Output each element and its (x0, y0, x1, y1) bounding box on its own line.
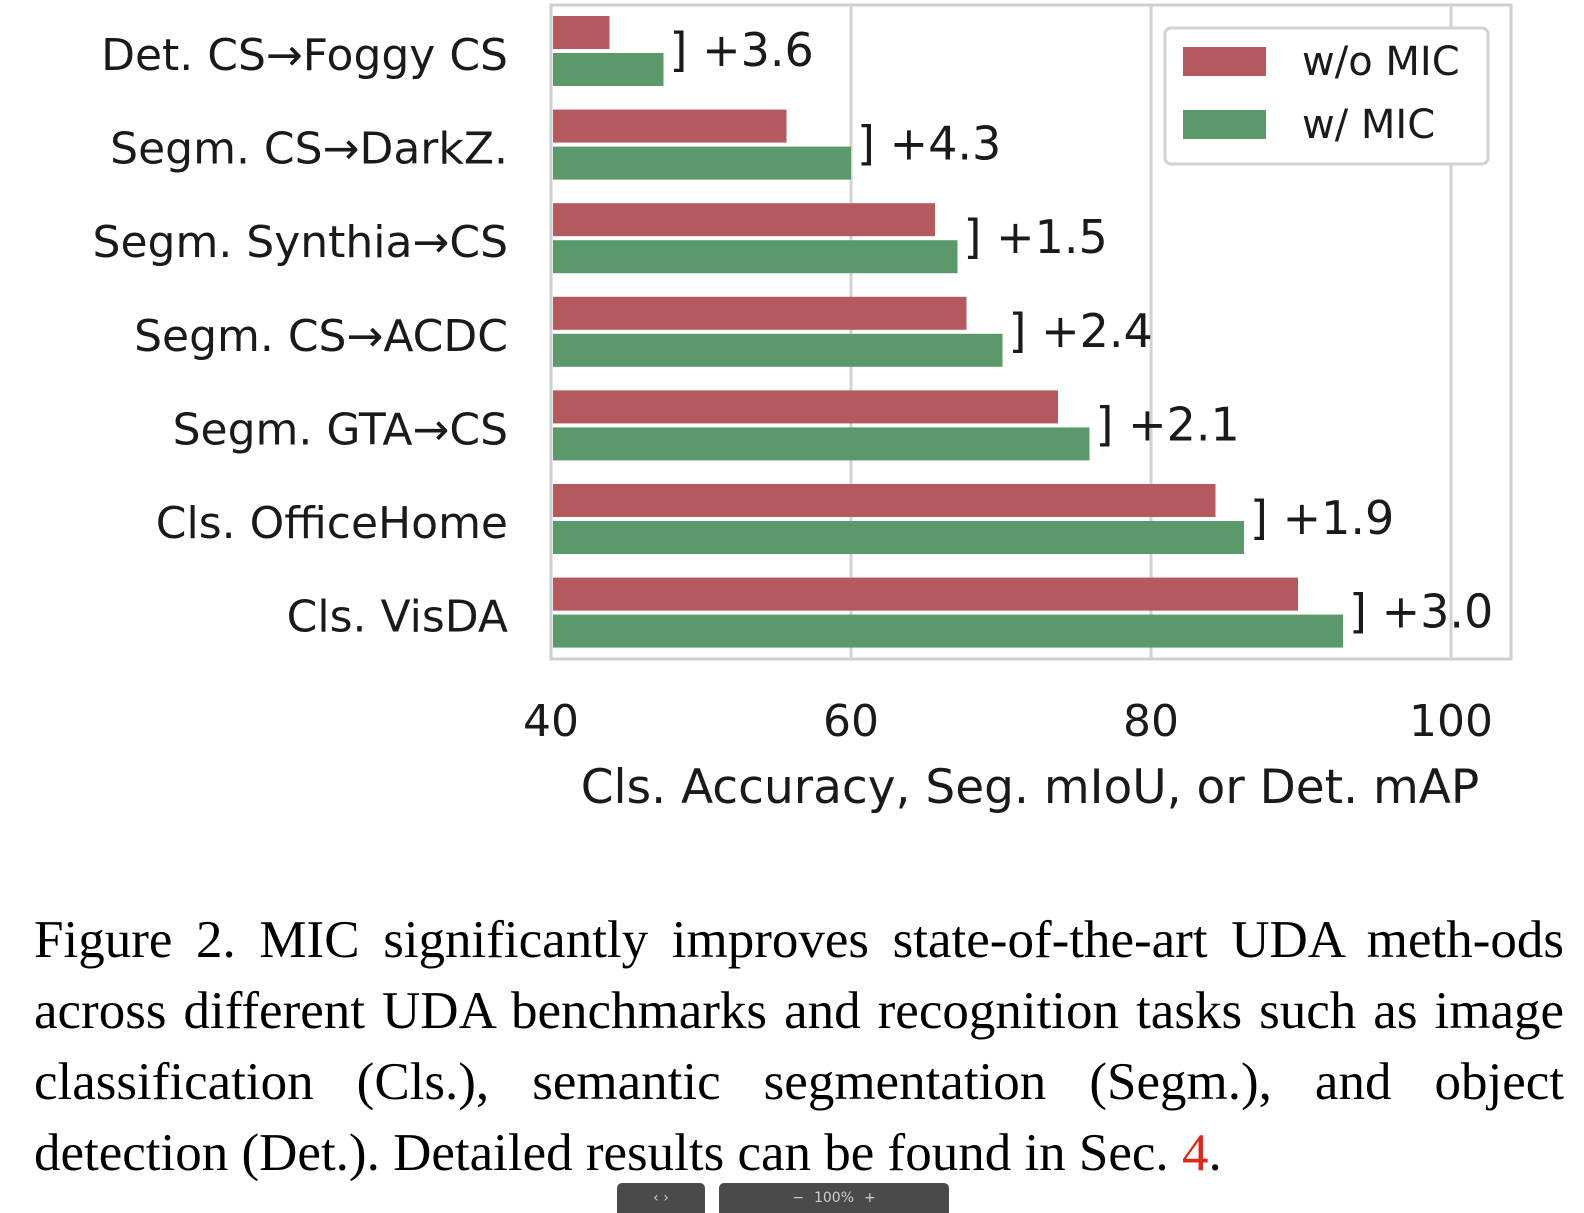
delta-label: ] +3.0 (1349, 585, 1493, 639)
category-label: Segm. GTA→CS (173, 404, 508, 455)
bar-without-mic (553, 109, 787, 143)
category-label: Det. CS→Foggy CS (101, 30, 508, 81)
legend-swatch (1183, 47, 1266, 76)
bar-with-mic (553, 333, 1003, 367)
x-tick-label: 40 (523, 696, 579, 747)
category-labels: Det. CS→Foggy CS Segm. CS→DarkZ. Segm. Syn… (93, 30, 508, 643)
category-label: Segm. CS→DarkZ. (110, 124, 508, 175)
bar-without-mic (553, 16, 610, 49)
bar-without-mic (553, 390, 1058, 424)
bar-without-mic (553, 484, 1216, 517)
viewer-zoom-toolbar[interactable]: − 100% + (719, 1183, 949, 1213)
bar-without-mic (553, 577, 1298, 611)
legend: w/o MIC w/ MIC (1163, 26, 1490, 166)
section-reference-link[interactable]: 4 (1181, 1124, 1209, 1182)
legend-label: w/ MIC (1302, 102, 1435, 148)
x-tick-labels: 40 60 80 100 (523, 696, 1493, 747)
category-label: Cls. VisDA (287, 592, 508, 643)
caption-end: . (1208, 1124, 1222, 1182)
viewer-nav-toolbar[interactable]: ‹ › (617, 1183, 705, 1213)
figure-caption: Figure 2. MIC significantly improves sta… (34, 905, 1564, 1189)
delta-label: ] +1.5 (964, 210, 1108, 264)
delta-labels: ] +3.6 ] +4.3 ] +1.5 ] +2.4 ] +2.1] +1.9 ] +3… (670, 23, 1494, 639)
bar-without-mic (553, 203, 935, 237)
bar-chart: Det. CS→Foggy CS Segm. CS→DarkZ. Segm. Syn… (93, 3, 1513, 815)
bar-with-mic (553, 146, 851, 180)
zoom-in-button[interactable]: + (864, 1190, 876, 1206)
bar-without-mic (553, 296, 967, 330)
delta-label: ] +2.4 (1009, 304, 1153, 358)
zoom-out-button[interactable]: − (792, 1190, 804, 1206)
caption-text: Figure 2. MIC significantly improves sta… (34, 911, 1564, 1182)
category-label: Cls. OfficeHome (156, 498, 508, 549)
category-label: Segm. Synthia→CS (93, 217, 508, 268)
legend-swatch (1183, 110, 1266, 139)
x-axis-title: Cls. Accuracy, Seg. mIoU, or Det. mAP (581, 760, 1480, 815)
x-tick-label: 100 (1409, 696, 1493, 747)
plot-frame (549, 3, 1513, 661)
bar-with-mic (553, 614, 1343, 648)
bar-with-mic (553, 53, 664, 86)
bar-with-mic (553, 427, 1090, 461)
x-tick-label: 60 (823, 696, 879, 747)
delta-label: ] +1.9 (1250, 491, 1394, 545)
bar-with-mic (553, 240, 958, 274)
delta-label: ] +3.6 (670, 23, 814, 77)
legend-label: w/o MIC (1302, 39, 1460, 85)
category-label: Segm. CS→ACDC (134, 311, 508, 362)
nav-arrows-icon[interactable]: ‹ › (653, 1190, 669, 1206)
delta-label: ] +4.3 (857, 117, 1001, 171)
zoom-level: 100% (813, 1190, 855, 1206)
bar-with-mic (553, 521, 1244, 554)
delta-label: ] +2.1 (1096, 397, 1240, 451)
x-tick-label: 80 (1123, 696, 1179, 747)
bars (553, 16, 1343, 648)
